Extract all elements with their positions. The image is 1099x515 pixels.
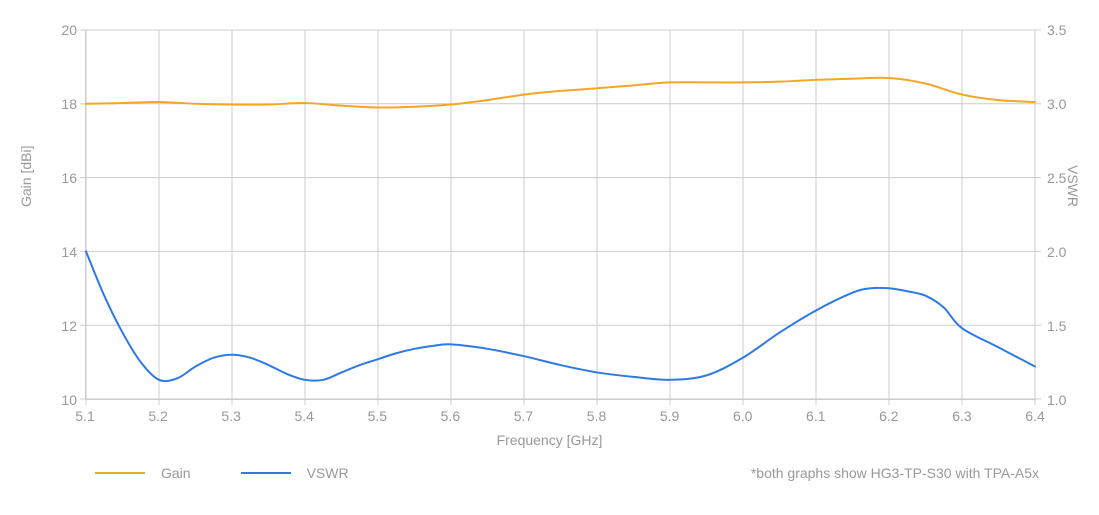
x-tick-label: 5.1 [75,408,94,424]
plot-svg [86,30,1035,399]
legend-label-vswr: VSWR [307,465,349,481]
x-tick-label: 6.0 [733,408,752,424]
x-tick-label: 6.2 [879,408,898,424]
legend-swatch-vswr [241,472,291,474]
legend-swatch-gain [95,472,145,474]
chart-container: Gain [dBi] VSWR Frequency [GHz] 5.1 5.2 5.… [0,0,1099,515]
x-tick-label: 6.4 [1025,408,1044,424]
y-right-tick-label: 2.0 [1047,244,1066,260]
x-tick-label: 5.3 [221,408,240,424]
y-left-axis-label: Gain [dBi] [18,146,34,207]
y-left-tick-label: 16 [53,170,77,186]
y-left-tick-label: 20 [53,22,77,38]
y-left-tick-label: 14 [53,244,77,260]
x-tick-label: 5.5 [368,408,387,424]
x-tick-label: 5.6 [441,408,460,424]
y-right-tick-label: 3.0 [1047,96,1066,112]
plot-area [85,30,1035,400]
x-tick-label: 6.3 [952,408,971,424]
x-tick-label: 5.2 [148,408,167,424]
y-right-tick-label: 1.0 [1047,392,1066,408]
y-right-axis-label: VSWR [1065,165,1081,207]
y-right-tick-label: 1.5 [1047,318,1066,334]
y-left-tick-label: 18 [53,96,77,112]
gridlines [86,30,1035,399]
legend: Gain VSWR [95,465,349,481]
chart-note: *both graphs show HG3-TP-S30 with TPA-A5… [751,465,1039,481]
x-tick-label: 5.8 [587,408,606,424]
series-vswr [86,251,1035,381]
y-right-tick-label: 2.5 [1047,170,1066,186]
x-tick-label: 5.9 [660,408,679,424]
legend-item-gain: Gain [95,465,191,481]
y-right-tick-label: 3.5 [1047,22,1066,38]
x-tick-label: 5.7 [514,408,533,424]
series-gain [86,78,1035,108]
x-tick-label: 6.1 [806,408,825,424]
legend-item-vswr: VSWR [241,465,349,481]
legend-label-gain: Gain [161,465,191,481]
x-tick-label: 5.4 [294,408,313,424]
y-left-tick-label: 10 [53,392,77,408]
y-left-tick-label: 12 [53,318,77,334]
x-axis-label: Frequency [GHz] [0,432,1099,448]
